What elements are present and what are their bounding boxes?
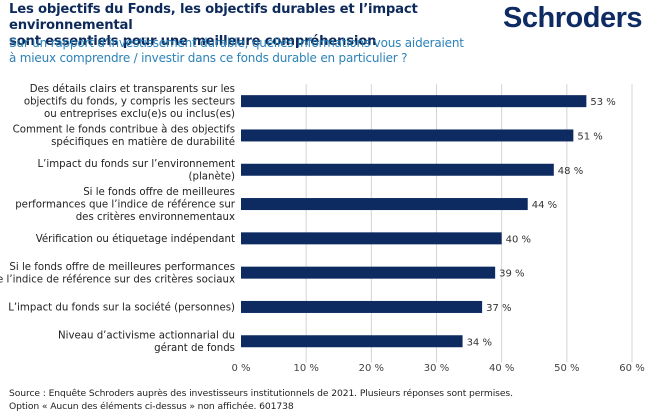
category-label-line: ou entreprises exclu(e)s ou inclus(es) xyxy=(44,109,235,120)
chart-subtitle: Sur un rapport d’investissement durable,… xyxy=(9,36,479,66)
category-label-line: spécifiques en matière de durabilité xyxy=(51,136,235,148)
bar xyxy=(241,129,574,142)
x-tick-label: 30 % xyxy=(424,363,449,374)
data-label: 34 % xyxy=(467,337,492,348)
chart-subtitle-line: à mieux comprendre / investir dans ce fo… xyxy=(9,51,408,65)
category-label-line: Comment le fonds contribue à des objecti… xyxy=(13,124,235,136)
schroders-logo: Schroders xyxy=(503,2,642,34)
category-label: Niveau d’activisme actionnarial du gérant… xyxy=(58,331,235,355)
data-label: 37 % xyxy=(486,303,511,314)
data-label: 39 % xyxy=(499,269,524,280)
bar xyxy=(241,266,496,279)
category-label-line: gérant de fonds xyxy=(154,342,235,354)
data-label: 44 % xyxy=(532,200,557,211)
category-label-line: L’impact du fonds sur l’environnement xyxy=(37,159,235,170)
chart-subtitle-line: Sur un rapport d’investissement durable,… xyxy=(9,36,464,50)
data-label: 48 % xyxy=(558,166,583,177)
x-tick-label: 40 % xyxy=(489,363,514,374)
category-label: Comment le fonds contribue à des objecti… xyxy=(13,124,235,149)
category-label: Vérification ou étiquetage indépendant xyxy=(36,233,235,245)
x-tick-label: 0 % xyxy=(231,363,250,374)
chart-title-line: sont essentiels pour une meilleure compr… xyxy=(9,34,377,49)
data-label: 53 % xyxy=(590,97,615,108)
bar xyxy=(241,335,463,348)
bar xyxy=(241,232,502,245)
category-label: L’impact du fonds sur la société (person… xyxy=(8,301,235,313)
category-label: Si le fonds offre de meilleures performa… xyxy=(0,262,235,286)
category-label-line: Des détails clairs et transparents sur l… xyxy=(30,83,235,95)
category-label: L’impact du fonds sur l’environnement (pl… xyxy=(37,159,235,183)
category-label: Des détails clairs et transparents sur l… xyxy=(24,83,235,120)
bar xyxy=(241,198,528,211)
x-tick-label: 20 % xyxy=(359,363,384,374)
x-tick-label: 50 % xyxy=(554,363,579,374)
bar xyxy=(241,300,483,313)
category-label-line: objectifs du fonds, y compris les secteu… xyxy=(24,97,235,108)
category-label-line: performances que l’indice de référence s… xyxy=(15,199,236,211)
category-label-line: Vérification ou étiquetage indépendant xyxy=(36,233,235,245)
option-note: Option « Aucun des éléments ci-dessus » … xyxy=(9,400,294,412)
chart-title-line: Les objectifs du Fonds, les objectifs du… xyxy=(9,2,418,33)
category-label-line: que l’indice de référence sur des critèr… xyxy=(0,273,235,285)
bar xyxy=(241,163,554,176)
category-label-line: Si le fonds offre de meilleures performa… xyxy=(9,262,235,273)
category-label-line: L’impact du fonds sur la société (person… xyxy=(8,301,235,313)
chart-title: Les objectifs du Fonds, les objectifs du… xyxy=(9,2,479,50)
bar xyxy=(241,95,587,108)
x-tick-label: 10 % xyxy=(293,363,318,374)
x-tick-label: 60 % xyxy=(619,363,644,374)
category-label: Si le fonds offre de meilleures performan… xyxy=(15,187,236,223)
chart-footer: Source : Enquête Schroders auprès des in… xyxy=(9,388,513,413)
data-label: 40 % xyxy=(506,234,531,245)
category-label-line: Niveau d’activisme actionnarial du xyxy=(58,331,235,342)
category-label-line: (planète) xyxy=(189,171,236,183)
category-label-line: des critères environnementaux xyxy=(76,211,235,223)
category-label-line: Si le fonds offre de meilleures xyxy=(83,187,235,198)
source-note: Source : Enquête Schroders auprès des in… xyxy=(9,388,513,399)
data-label: 51 % xyxy=(577,131,602,142)
